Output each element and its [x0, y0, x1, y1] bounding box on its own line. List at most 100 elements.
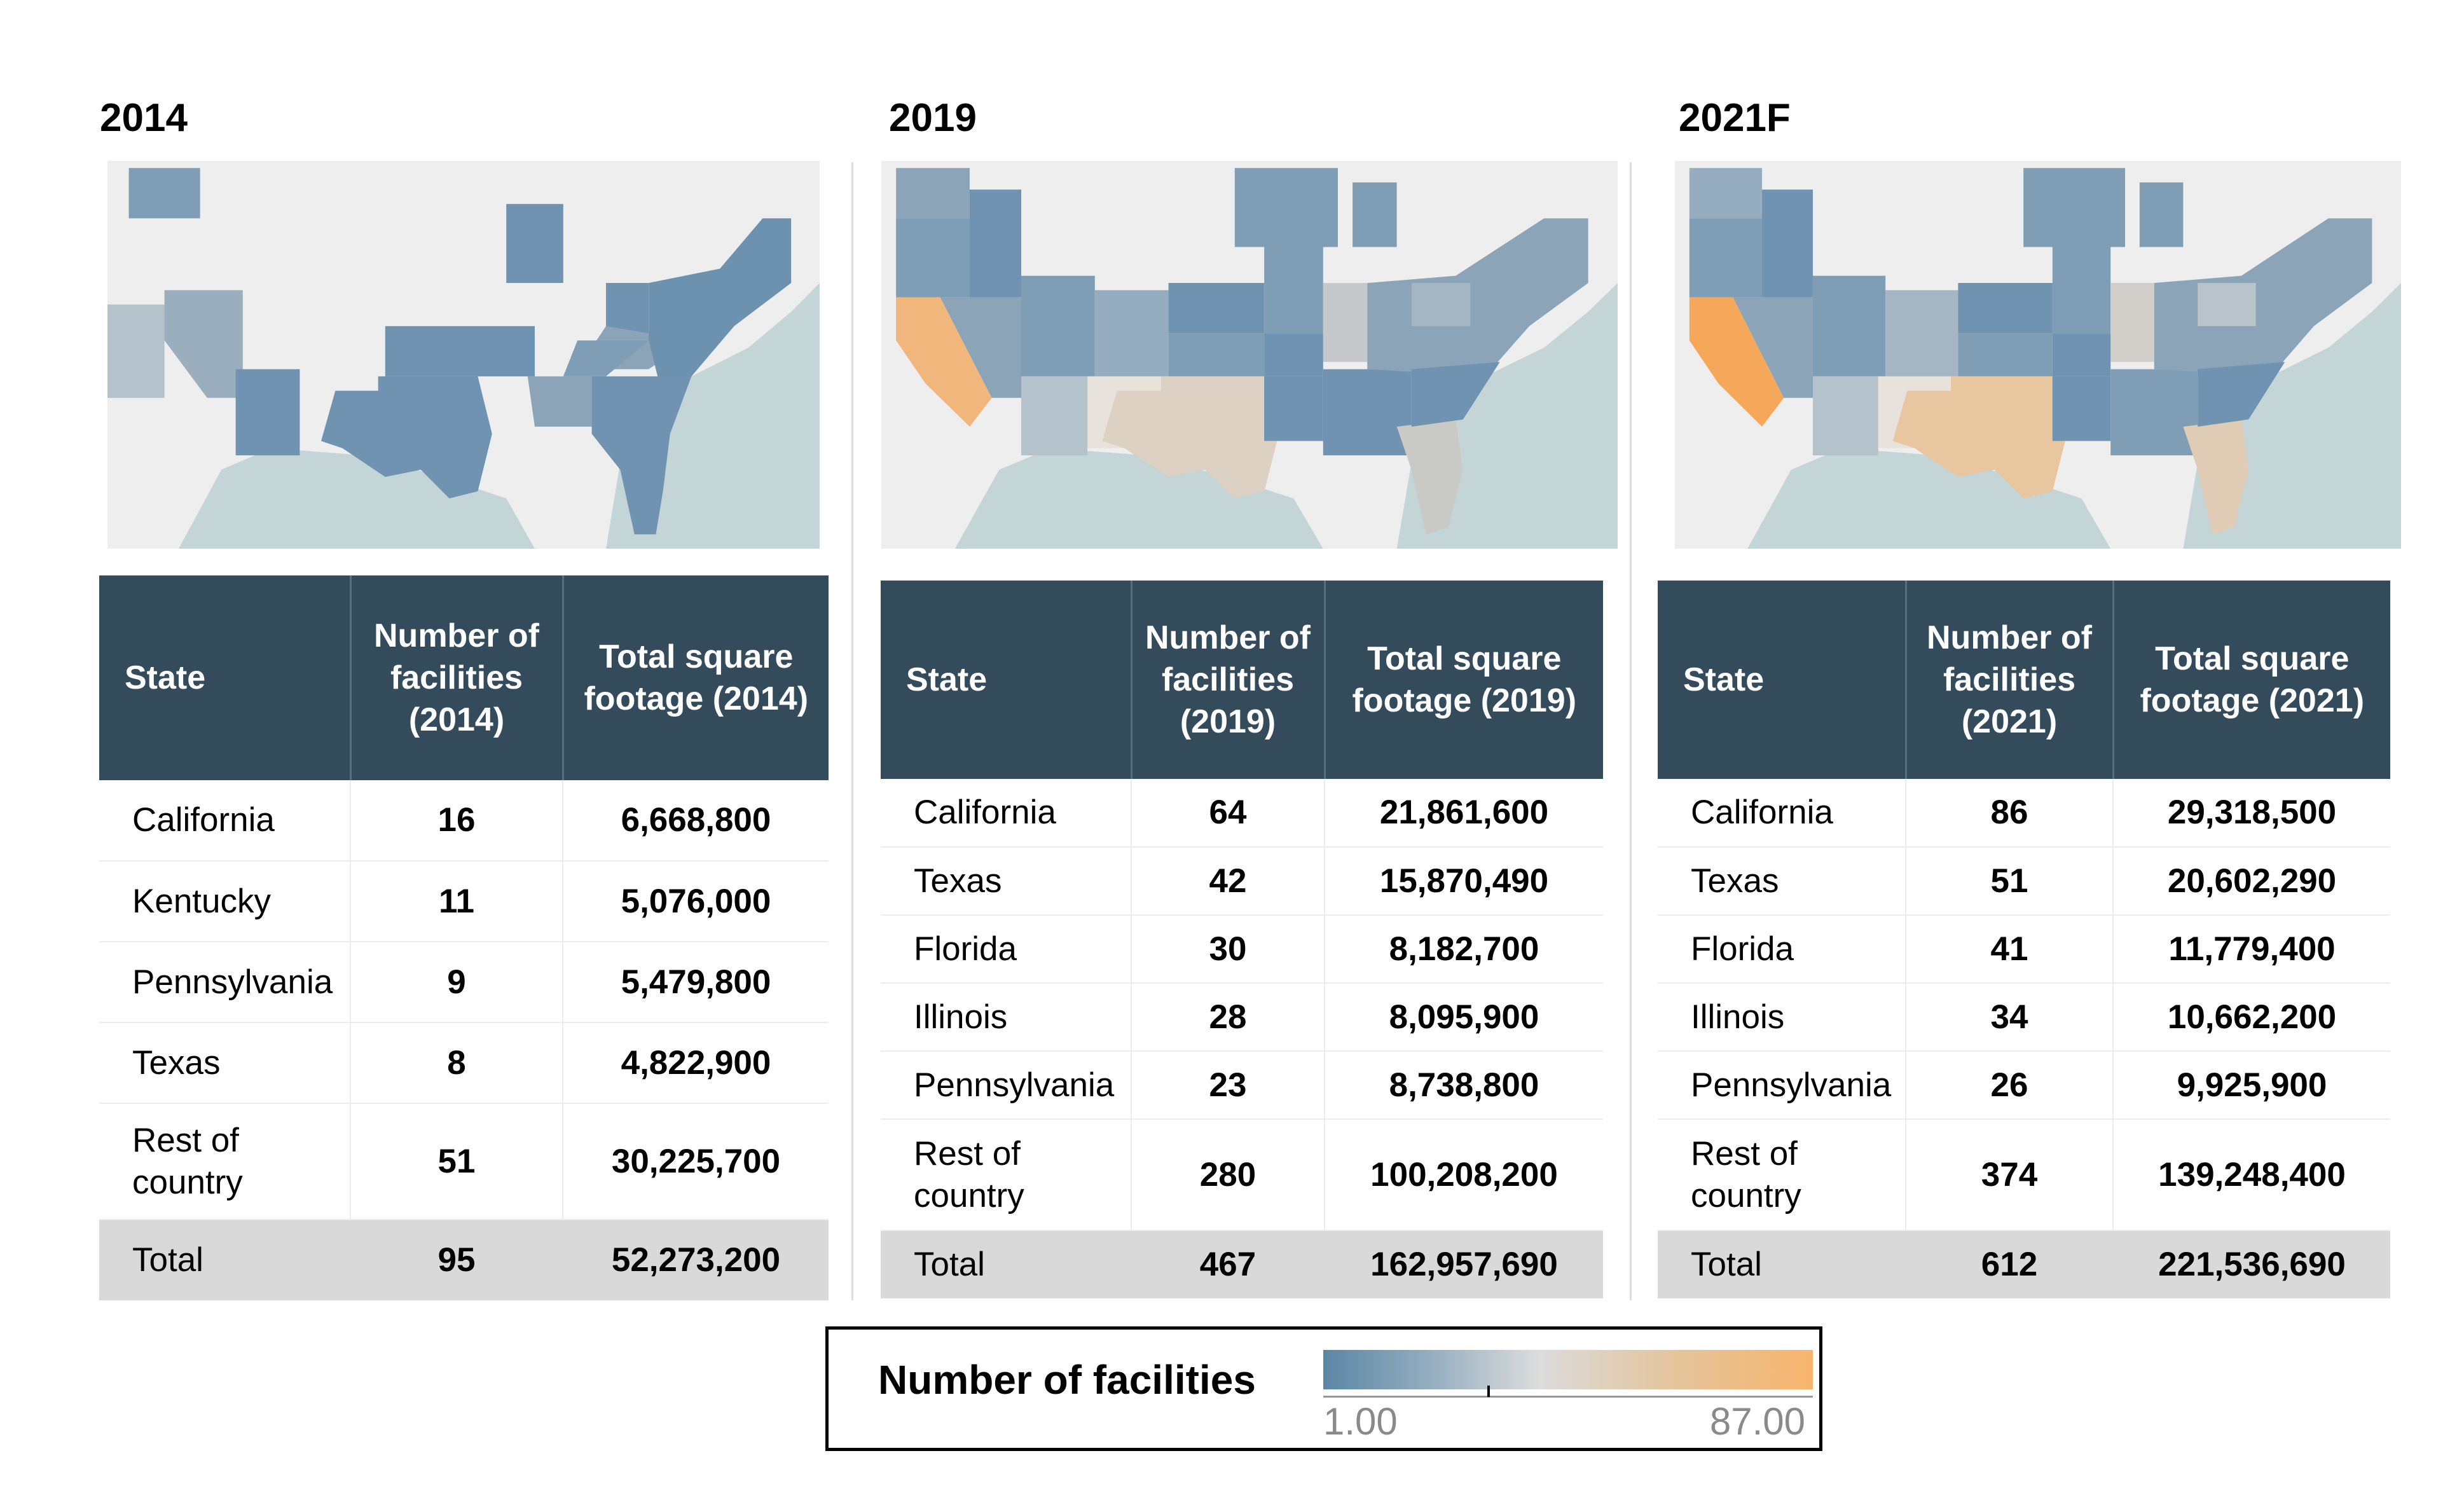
header-facilities: Number of facilities (2021) [1904, 581, 2113, 779]
state-cell: Rest of country [1658, 1119, 1906, 1231]
legend-title: Number of facilities [878, 1357, 1256, 1403]
facilities-cell: 42 [1131, 847, 1325, 916]
header-sqft: Total square footage (2021) [2112, 581, 2390, 779]
facilities-cell: 41 [1905, 915, 2113, 984]
total-facilities-cell: 95 [350, 1220, 563, 1300]
state-cell: Texas [881, 847, 1131, 916]
sqft-cell: 5,479,800 [562, 942, 829, 1023]
table-row: Rest of country 374 139,248,400 [1658, 1119, 2390, 1231]
sqft-cell: 21,861,600 [1324, 779, 1603, 848]
total-sqft-cell: 52,273,200 [562, 1220, 829, 1300]
table-row: Pennsylvania 26 9,925,900 [1658, 1051, 2390, 1120]
panel-title-2019: 2019 [889, 96, 977, 140]
facilities-cell: 64 [1131, 779, 1325, 848]
color-legend: Number of facilities 1.00 87.00 [825, 1326, 1822, 1451]
state-cell: Pennsylvania [99, 942, 350, 1023]
state-cell: Kentucky [99, 861, 350, 942]
table-row: Illinois 28 8,095,900 [881, 983, 1603, 1052]
total-label-cell: Total [99, 1220, 350, 1300]
total-sqft-cell: 162,957,690 [1324, 1230, 1603, 1298]
state-cell: Pennsylvania [1658, 1051, 1906, 1120]
table-row: Pennsylvania 9 5,479,800 [99, 942, 829, 1023]
facilities-cell: 51 [350, 1103, 563, 1220]
sqft-cell: 30,225,700 [562, 1103, 829, 1220]
facilities-cell: 30 [1131, 915, 1325, 984]
table-row: California 16 6,668,800 [99, 780, 829, 862]
sqft-cell: 4,822,900 [562, 1022, 829, 1104]
facilities-cell: 28 [1131, 983, 1325, 1052]
table-row: Texas 8 4,822,900 [99, 1022, 829, 1104]
legend-min-label: 1.00 [1323, 1400, 1398, 1443]
table-row: Texas 51 20,602,290 [1658, 847, 2390, 916]
state-cell: Florida [881, 915, 1131, 984]
sqft-cell: 10,662,200 [2112, 983, 2390, 1052]
header-facilities: Number of facilities (2019) [1130, 581, 1325, 779]
table-row: Texas 42 15,870,490 [881, 847, 1603, 916]
table-row: Illinois 34 10,662,200 [1658, 983, 2390, 1052]
total-facilities-cell: 612 [1905, 1230, 2113, 1298]
facilities-cell: 8 [350, 1022, 563, 1104]
legend-max-label: 87.00 [1709, 1400, 1805, 1443]
sqft-cell: 8,182,700 [1324, 915, 1603, 984]
header-state: State [881, 581, 1131, 779]
table-row: Pennsylvania 23 8,738,800 [881, 1051, 1603, 1120]
header-facilities: Number of facilities (2014) [349, 575, 563, 780]
header-state: State [1658, 581, 1906, 779]
state-cell: Illinois [881, 983, 1131, 1052]
state-cell: Florida [1658, 915, 1906, 984]
table-row: California 86 29,318,500 [1658, 779, 2390, 848]
sqft-cell: 8,738,800 [1324, 1051, 1603, 1120]
sqft-cell: 8,095,900 [1324, 983, 1603, 1052]
table-row: Rest of country 51 30,225,700 [99, 1103, 829, 1220]
total-row: Total 467 162,957,690 [881, 1230, 1603, 1298]
panel-title-2014: 2014 [100, 96, 188, 140]
panel-title-2021f: 2021F [1679, 96, 1791, 140]
legend-axis-line [1323, 1396, 1813, 1398]
header-state: State [99, 575, 350, 780]
panel-divider-2 [1630, 162, 1632, 1300]
sqft-cell: 100,208,200 [1324, 1119, 1603, 1231]
facilities-cell: 11 [350, 861, 563, 942]
state-cell: Pennsylvania [881, 1051, 1131, 1120]
legend-tick [1487, 1386, 1490, 1397]
us-map-2019 [881, 161, 1618, 549]
facilities-table-2019: State Number of facilities (2019) Total … [881, 581, 1603, 1298]
total-label-cell: Total [881, 1230, 1131, 1298]
table-row: Florida 30 8,182,700 [881, 915, 1603, 984]
state-cell: Texas [99, 1022, 350, 1104]
facilities-cell: 9 [350, 942, 563, 1023]
state-cell: Texas [1658, 847, 1906, 916]
state-cell: Rest of country [881, 1119, 1131, 1231]
sqft-cell: 5,076,000 [562, 861, 829, 942]
sqft-cell: 11,779,400 [2112, 915, 2390, 984]
state-cell: Rest of country [99, 1103, 350, 1220]
table-row: Kentucky 11 5,076,000 [99, 861, 829, 942]
sqft-cell: 15,870,490 [1324, 847, 1603, 916]
sqft-cell: 20,602,290 [2112, 847, 2390, 916]
total-row: Total 612 221,536,690 [1658, 1230, 2390, 1298]
table-row: Rest of country 280 100,208,200 [881, 1119, 1603, 1231]
facilities-table-2021f: State Number of facilities (2021) Total … [1658, 581, 2390, 1298]
total-sqft-cell: 221,536,690 [2112, 1230, 2390, 1298]
panel-divider-1 [851, 162, 853, 1300]
facilities-cell: 86 [1905, 779, 2113, 848]
facilities-cell: 374 [1905, 1119, 2113, 1231]
state-cell: California [1658, 779, 1906, 848]
facilities-cell: 23 [1131, 1051, 1325, 1120]
legend-color-gradient [1323, 1350, 1813, 1389]
facilities-table-2014: State Number of facilities (2014) Total … [99, 575, 829, 1300]
table-row: California 64 21,861,600 [881, 779, 1603, 848]
total-facilities-cell: 467 [1131, 1230, 1325, 1298]
state-cell: California [881, 779, 1131, 848]
us-map-2014 [107, 161, 820, 549]
header-sqft: Total square footage (2014) [561, 575, 829, 780]
facilities-cell: 16 [350, 780, 563, 862]
sqft-cell: 29,318,500 [2112, 779, 2390, 848]
sqft-cell: 139,248,400 [2112, 1119, 2390, 1231]
sqft-cell: 6,668,800 [562, 780, 829, 862]
facilities-cell: 34 [1905, 983, 2113, 1052]
total-label-cell: Total [1658, 1230, 1906, 1298]
facilities-cell: 280 [1131, 1119, 1325, 1231]
state-cell: California [99, 780, 350, 862]
table-row: Florida 41 11,779,400 [1658, 915, 2390, 984]
